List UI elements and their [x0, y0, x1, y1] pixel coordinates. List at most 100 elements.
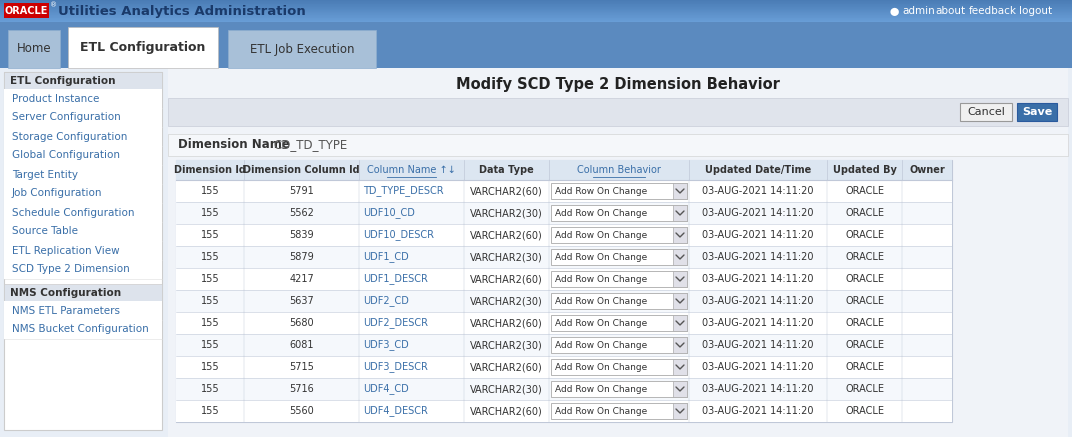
Bar [673, 337, 687, 353]
Text: 03-AUG-2021 14:11:20: 03-AUG-2021 14:11:20 [702, 318, 814, 328]
Text: Global Configuration: Global Configuration [12, 150, 120, 160]
Bar [551, 381, 687, 397]
Text: 03-AUG-2021 14:11:20: 03-AUG-2021 14:11:20 [702, 274, 814, 284]
Bar [176, 268, 952, 290]
Text: Owner: Owner [909, 165, 944, 175]
Text: ORACLE: ORACLE [845, 340, 884, 350]
Bar [176, 356, 952, 378]
Text: VARCHAR2(30): VARCHAR2(30) [471, 340, 542, 350]
Bar [68, 27, 218, 68]
Bar [4, 184, 162, 203]
Text: UDF2_CD: UDF2_CD [363, 295, 408, 306]
Text: Schedule Configuration: Schedule Configuration [12, 208, 134, 218]
Bar [4, 3, 49, 18]
Text: 155: 155 [200, 208, 220, 218]
Bar [176, 400, 952, 422]
Text: 155: 155 [200, 230, 220, 240]
Bar [0, 0, 1072, 1]
Bar [551, 249, 687, 265]
Bar [673, 403, 687, 419]
Text: Source Table: Source Table [12, 226, 78, 236]
Text: Column Behavior: Column Behavior [577, 165, 661, 175]
Text: ORACLE: ORACLE [845, 384, 884, 394]
Bar [961, 103, 1012, 121]
Bar [0, 68, 1072, 437]
Text: 155: 155 [200, 362, 220, 372]
Bar [0, 15, 1072, 17]
Bar [176, 180, 952, 202]
Bar [176, 312, 952, 334]
Text: 03-AUG-2021 14:11:20: 03-AUG-2021 14:11:20 [702, 296, 814, 306]
Bar [551, 359, 687, 375]
Text: Home: Home [17, 42, 51, 55]
Text: VARCHAR2(60): VARCHAR2(60) [471, 362, 542, 372]
Bar [0, 4, 1072, 6]
Text: Add Row On Change: Add Row On Change [555, 253, 647, 261]
Bar [0, 3, 1072, 4]
Text: 155: 155 [200, 252, 220, 262]
Text: logout: logout [1019, 6, 1052, 16]
Bar [673, 293, 687, 309]
Text: Dimension Column Id: Dimension Column Id [243, 165, 360, 175]
Text: UDF10_CD: UDF10_CD [363, 208, 415, 218]
Text: 5637: 5637 [289, 296, 314, 306]
Text: 03-AUG-2021 14:11:20: 03-AUG-2021 14:11:20 [702, 340, 814, 350]
Bar [176, 160, 952, 422]
Text: 5560: 5560 [289, 406, 314, 416]
Bar [0, 21, 1072, 22]
Bar [551, 271, 687, 287]
Bar [176, 378, 952, 400]
Bar [673, 271, 687, 287]
Bar [176, 202, 952, 224]
Text: 03-AUG-2021 14:11:20: 03-AUG-2021 14:11:20 [702, 362, 814, 372]
Text: ETL Configuration: ETL Configuration [80, 42, 206, 55]
Text: Add Row On Change: Add Row On Change [555, 187, 647, 195]
Text: ORACLE: ORACLE [845, 274, 884, 284]
Text: Server Configuration: Server Configuration [12, 112, 121, 122]
Text: ⬤: ⬤ [890, 7, 899, 15]
Bar [4, 222, 162, 241]
Text: VARCHAR2(60): VARCHAR2(60) [471, 406, 542, 416]
Bar [0, 20, 1072, 21]
Text: UDF3_DESCR: UDF3_DESCR [363, 361, 428, 372]
Text: VARCHAR2(60): VARCHAR2(60) [471, 186, 542, 196]
Text: 155: 155 [200, 406, 220, 416]
Text: ®: ® [50, 2, 57, 8]
Text: 03-AUG-2021 14:11:20: 03-AUG-2021 14:11:20 [702, 384, 814, 394]
Bar [673, 249, 687, 265]
Bar [673, 227, 687, 243]
Bar [0, 13, 1072, 14]
Text: Add Row On Change: Add Row On Change [555, 406, 647, 416]
Text: VARCHAR2(60): VARCHAR2(60) [471, 230, 542, 240]
Text: TD_TYPE_DESCR: TD_TYPE_DESCR [363, 186, 444, 197]
Bar [0, 14, 1072, 15]
Text: 155: 155 [200, 340, 220, 350]
Text: VARCHAR2(30): VARCHAR2(30) [471, 208, 542, 218]
Text: ORACLE: ORACLE [845, 230, 884, 240]
Text: ORACLE: ORACLE [4, 6, 47, 15]
Bar [0, 7, 1072, 9]
Bar [0, 6, 1072, 7]
Bar [4, 241, 162, 260]
Bar [176, 334, 952, 356]
Bar [673, 359, 687, 375]
Bar [0, 12, 1072, 13]
Text: ORACLE: ORACLE [845, 252, 884, 262]
Text: Add Row On Change: Add Row On Change [555, 363, 647, 371]
Bar [0, 21, 1072, 22]
Text: Data Type: Data Type [479, 165, 534, 175]
Bar [0, 16, 1072, 17]
Text: ORACLE: ORACLE [845, 318, 884, 328]
Text: 5715: 5715 [289, 362, 314, 372]
Text: NMS Configuration: NMS Configuration [10, 288, 121, 298]
Text: ORACLE: ORACLE [845, 362, 884, 372]
Text: UDF4_DESCR: UDF4_DESCR [363, 406, 428, 416]
Text: Utilities Analytics Administration: Utilities Analytics Administration [58, 4, 306, 17]
Text: Add Row On Change: Add Row On Change [555, 340, 647, 350]
Text: Product Instance: Product Instance [12, 94, 100, 104]
Text: VARCHAR2(60): VARCHAR2(60) [471, 318, 542, 328]
Text: Updated By: Updated By [833, 165, 896, 175]
Bar [4, 301, 162, 320]
Text: 4217: 4217 [289, 274, 314, 284]
Bar [551, 205, 687, 221]
